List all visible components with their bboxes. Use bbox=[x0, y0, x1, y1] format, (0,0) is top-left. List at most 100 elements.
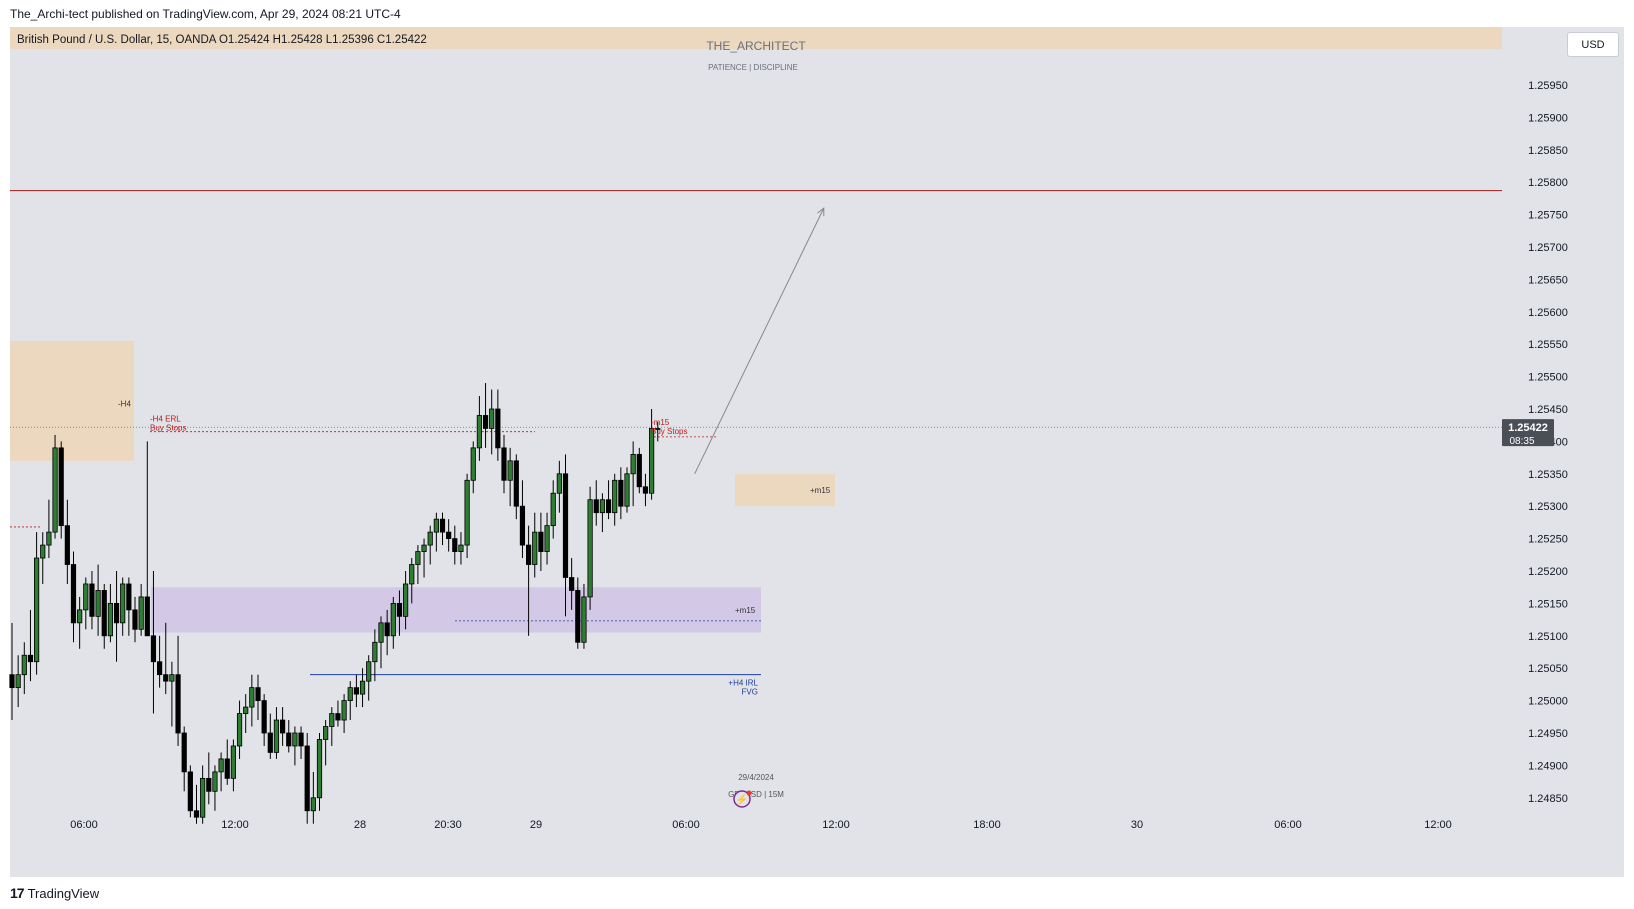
candle-body bbox=[569, 577, 575, 591]
annotation-h4: -H4 bbox=[118, 400, 131, 409]
price-tick: 1.25050 bbox=[1528, 663, 1568, 675]
candle-body bbox=[532, 531, 538, 565]
candle-body bbox=[77, 609, 83, 624]
candle-body bbox=[359, 680, 366, 695]
tradingview-mark-icon: 17 bbox=[10, 885, 25, 901]
annotation-h4-erl: -H4 ERL bbox=[150, 415, 181, 424]
candle-body bbox=[335, 713, 341, 721]
price-tick: 1.25000 bbox=[1528, 696, 1568, 708]
candle-body bbox=[452, 538, 458, 552]
published-info: The_Archi-tect published on TradingView.… bbox=[10, 7, 401, 21]
symbol-strip bbox=[10, 27, 1502, 49]
tradingview-logo[interactable]: 17 TradingView bbox=[10, 885, 99, 901]
tradingview-brand: TradingView bbox=[27, 885, 100, 901]
candle-body bbox=[218, 758, 224, 773]
price-tick: 1.25200 bbox=[1528, 566, 1568, 578]
candle-body bbox=[501, 447, 507, 481]
countdown-label: 08:35 bbox=[1509, 436, 1534, 447]
candle-body bbox=[329, 713, 335, 727]
candle-body bbox=[384, 622, 390, 637]
candle-body bbox=[556, 473, 562, 494]
candle-body bbox=[243, 706, 249, 714]
price-tick: 1.25950 bbox=[1528, 80, 1568, 92]
last-price-label: 1.25422 bbox=[1508, 422, 1548, 434]
time-tick: 12:00 bbox=[221, 819, 249, 831]
candle-body bbox=[304, 745, 310, 812]
candle-body bbox=[402, 583, 409, 617]
candle-body bbox=[261, 700, 267, 734]
annotation-m15-buystops: Buy Stops bbox=[651, 427, 687, 436]
candle-body bbox=[212, 771, 218, 792]
time-tick: 12:00 bbox=[1424, 819, 1452, 831]
candle-body bbox=[519, 505, 526, 546]
alert-dot-icon bbox=[746, 790, 752, 796]
candle-body bbox=[138, 596, 144, 630]
candle-body bbox=[655, 428, 661, 430]
price-tick: 1.25900 bbox=[1528, 112, 1568, 124]
candle-body bbox=[366, 661, 372, 682]
candle-body bbox=[206, 777, 212, 792]
time-tick: 06:00 bbox=[672, 819, 700, 831]
candle-body bbox=[230, 745, 236, 779]
price-tick: 1.25500 bbox=[1528, 372, 1568, 384]
candle-body bbox=[433, 518, 439, 533]
candle-body bbox=[593, 499, 599, 514]
candle-body bbox=[458, 544, 464, 552]
candle-body bbox=[46, 531, 52, 546]
candle-body bbox=[224, 758, 230, 779]
price-tick: 1.24950 bbox=[1528, 728, 1568, 740]
candle-body bbox=[156, 661, 163, 676]
candle-body bbox=[612, 479, 618, 514]
time-tick: 12:00 bbox=[822, 819, 850, 831]
candle-body bbox=[89, 583, 95, 617]
last-price-label-bg bbox=[1502, 419, 1554, 447]
price-tick: 1.25450 bbox=[1528, 404, 1568, 416]
time-tick: 30 bbox=[1131, 819, 1143, 831]
candle-body bbox=[52, 447, 58, 533]
candle-body bbox=[605, 499, 612, 514]
price-tick: 1.25700 bbox=[1528, 242, 1568, 254]
candle-body bbox=[507, 460, 513, 481]
candle-body bbox=[273, 719, 280, 753]
candle-body bbox=[630, 453, 636, 475]
candle-body bbox=[550, 492, 556, 527]
candle-body bbox=[292, 732, 298, 747]
candle-body bbox=[624, 473, 630, 507]
zone-m15-discount bbox=[151, 587, 761, 633]
candle-body bbox=[83, 583, 89, 611]
price-tick: 1.25850 bbox=[1528, 145, 1568, 157]
candle-body bbox=[163, 674, 169, 682]
candle-body bbox=[341, 700, 347, 721]
candle-body bbox=[378, 622, 384, 643]
candle-body bbox=[144, 596, 150, 637]
candle-body bbox=[70, 564, 77, 624]
candle-body bbox=[27, 654, 34, 663]
price-tick: 1.25750 bbox=[1528, 210, 1568, 222]
price-tick: 1.25800 bbox=[1528, 177, 1568, 189]
currency-button[interactable]: USD bbox=[1567, 32, 1619, 57]
annotation-m15-discount: +m15 bbox=[735, 606, 756, 615]
price-tick: 1.25100 bbox=[1528, 631, 1568, 643]
time-tick: 28 bbox=[354, 819, 366, 831]
candle-body bbox=[464, 479, 470, 546]
candle-body bbox=[175, 674, 181, 734]
time-tick: 29 bbox=[530, 819, 542, 831]
candle-body bbox=[372, 641, 378, 663]
candle-body bbox=[150, 635, 157, 663]
annotation-h4-irl: +H4 IRL bbox=[728, 679, 758, 688]
candle-body bbox=[15, 674, 21, 689]
symbol-info: British Pound / U.S. Dollar, 15, OANDA O… bbox=[17, 34, 427, 46]
candle-body bbox=[101, 590, 107, 637]
candle-body bbox=[21, 654, 27, 676]
candle-body bbox=[310, 797, 316, 812]
price-tick: 1.25150 bbox=[1528, 598, 1568, 610]
candle-body bbox=[95, 590, 101, 617]
candle-body bbox=[286, 732, 292, 747]
candle-body bbox=[427, 531, 433, 546]
candle-body bbox=[249, 687, 255, 708]
candle-body bbox=[169, 674, 175, 682]
candle-body bbox=[476, 415, 483, 449]
candle-body bbox=[396, 603, 403, 617]
candle-body bbox=[649, 428, 655, 494]
